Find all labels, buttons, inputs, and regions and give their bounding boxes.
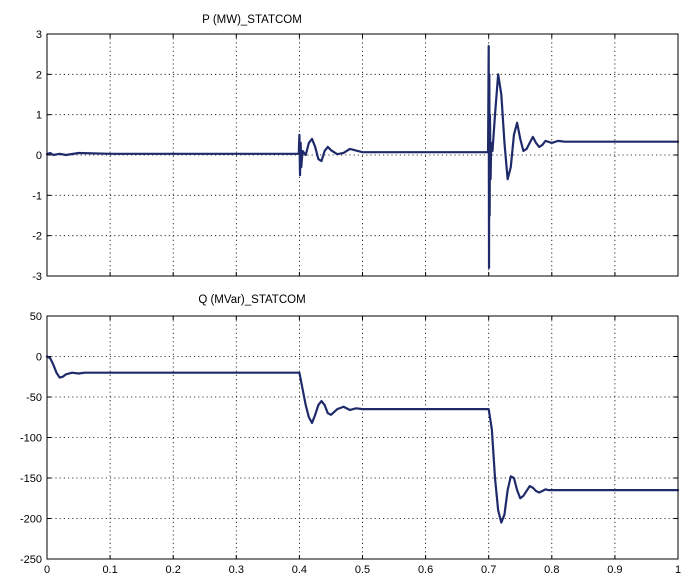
y-tick-label: -1: [32, 190, 42, 202]
y-tick-label: 0: [36, 352, 42, 364]
x-tick-label: 0.4: [292, 564, 307, 576]
x-tick-label: 0.7: [481, 564, 496, 576]
chart-title: P (MW)_STATCOM: [202, 14, 302, 26]
p-series-line: [45, 45, 680, 270]
x-tick-label: 0.3: [229, 564, 244, 576]
y-tick-label: -200: [20, 514, 42, 526]
q-series-line: [45, 355, 680, 524]
y-tick-label: -3: [32, 271, 42, 283]
x-tick-label: 1: [675, 564, 681, 576]
p-statcom-chart: P (MW)_STATCOM -3 -2 -1 0 1 2 3: [32, 14, 680, 283]
y-tick-label: -150: [20, 473, 42, 485]
y-tick-label: -100: [20, 433, 42, 445]
x-tick-label: 0.9: [607, 564, 622, 576]
y-tick-label: -50: [26, 392, 42, 404]
x-tick-label: 0: [44, 564, 50, 576]
x-tick-label: 0.6: [418, 564, 433, 576]
x-tick-label: 0.5: [355, 564, 370, 576]
y-tick-label: -250: [20, 554, 42, 566]
y-tick-label: 1: [36, 110, 42, 122]
y-tick-label: 50: [30, 311, 42, 323]
x-tick-label: 0.1: [102, 564, 117, 576]
axes-box: [46, 33, 679, 277]
y-tick-label: 3: [36, 29, 42, 41]
grid: [47, 34, 678, 276]
x-tick-label: 0.8: [544, 564, 559, 576]
x-tick-label: 0.2: [166, 564, 181, 576]
y-tick-label: -2: [32, 231, 42, 243]
axes-box: [46, 315, 679, 560]
grid: [47, 316, 678, 559]
chart-title: Q (MVar)_STATCOM: [198, 294, 305, 306]
q-statcom-chart: Q (MVar)_STATCOM 0 0.1 0.2 0.3 0.4 0.5 0.6 0.7 0…: [20, 294, 681, 576]
y-tick-label: 2: [36, 69, 42, 81]
y-tick-label: 0: [36, 150, 42, 162]
